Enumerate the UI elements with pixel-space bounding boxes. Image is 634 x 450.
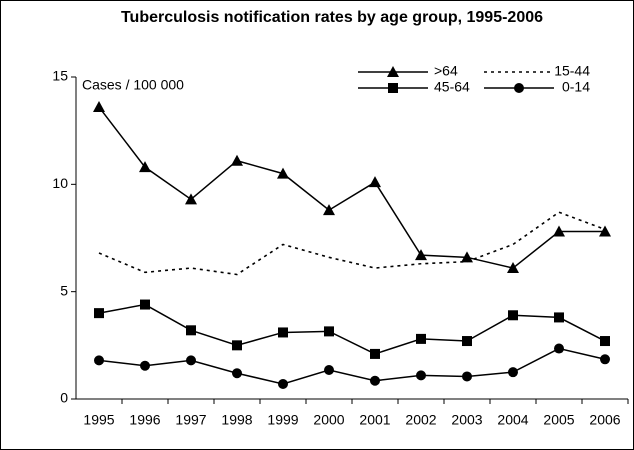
legend-label: 0-14 <box>562 79 590 95</box>
y-tick-label: 15 <box>52 68 68 84</box>
series-line <box>98 347 606 385</box>
marker <box>387 66 399 77</box>
x-tick-label: 2004 <box>497 412 528 428</box>
marker <box>507 262 519 274</box>
series-line <box>98 211 606 276</box>
chart-title: Tuberculosis notification rates by age g… <box>121 9 543 26</box>
marker <box>369 176 381 188</box>
marker <box>323 204 335 216</box>
x-tick-label: 2001 <box>359 412 390 428</box>
marker <box>94 355 104 366</box>
marker <box>324 326 334 337</box>
x-tick-label: 2000 <box>313 412 344 428</box>
marker <box>600 354 610 365</box>
x-tick-label: 1999 <box>267 412 298 428</box>
marker <box>231 154 243 166</box>
legend-label: 45-64 <box>434 79 470 95</box>
marker <box>185 193 197 205</box>
x-tick-label: 2003 <box>451 412 482 428</box>
marker <box>139 161 151 173</box>
x-tick-label: 1998 <box>221 412 252 428</box>
marker <box>93 101 105 113</box>
marker <box>553 225 565 237</box>
marker <box>186 325 196 336</box>
marker <box>508 367 518 378</box>
marker <box>415 249 427 261</box>
series-line <box>98 303 606 355</box>
marker <box>514 83 524 93</box>
marker <box>278 378 288 389</box>
x-tick-label: 1995 <box>83 412 114 428</box>
marker <box>416 370 426 381</box>
marker <box>462 336 472 347</box>
marker <box>94 308 104 319</box>
marker <box>140 360 150 371</box>
marker <box>370 348 380 359</box>
marker <box>461 251 473 263</box>
marker <box>600 336 610 347</box>
y-axis-label: Cases / 100 000 <box>82 77 184 93</box>
series-line <box>98 106 605 269</box>
marker <box>324 365 334 376</box>
y-tick-label: 10 <box>52 175 68 191</box>
legend-label: >64 <box>434 63 458 79</box>
x-tick-label: 2005 <box>543 412 574 428</box>
marker <box>186 355 196 366</box>
marker <box>554 312 564 323</box>
marker <box>599 225 611 237</box>
y-tick-label: 0 <box>60 390 68 406</box>
legend-label: 15-44 <box>554 63 590 79</box>
marker <box>554 343 564 354</box>
marker <box>388 83 398 93</box>
x-tick-label: 1997 <box>175 412 206 428</box>
marker <box>462 371 472 382</box>
marker <box>416 333 426 344</box>
marker <box>278 327 288 338</box>
marker <box>370 375 380 386</box>
marker <box>140 299 150 310</box>
x-tick-label: 2006 <box>589 412 620 428</box>
y-tick-label: 5 <box>60 282 68 298</box>
marker <box>232 368 242 379</box>
x-tick-label: 2002 <box>405 412 436 428</box>
marker <box>277 167 289 179</box>
x-tick-label: 1996 <box>129 412 160 428</box>
marker <box>232 340 242 351</box>
marker <box>508 310 518 321</box>
